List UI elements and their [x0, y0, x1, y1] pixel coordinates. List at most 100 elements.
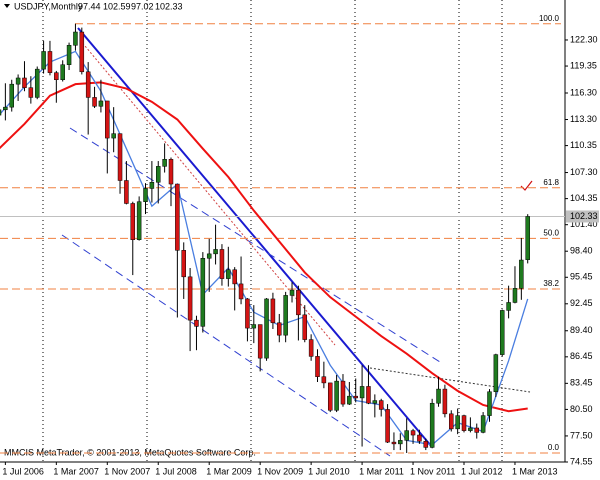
y-tick-label: 116.30: [570, 87, 597, 97]
candle-body: [34, 68, 40, 98]
x-tick-label: 1 Jul 2010: [308, 466, 350, 476]
candle-body: [487, 391, 492, 416]
menu-icon[interactable]: [4, 4, 10, 8]
x-tick-label: 1 Nov 2007: [104, 466, 150, 476]
candle-body: [327, 382, 333, 411]
candle-body: [194, 319, 199, 327]
x-tick-label: 1 Mar 2011: [359, 466, 404, 476]
candle-body: [340, 380, 346, 405]
price-box: [566, 210, 599, 223]
candle-body: [289, 289, 295, 296]
candle-body: [455, 415, 460, 430]
candle-body: [315, 356, 320, 377]
candle-body: [232, 269, 237, 285]
y-tick-label: 98.40: [570, 246, 593, 256]
candle-body: [493, 354, 499, 392]
channel-line: [69, 127, 441, 363]
candle-body: [525, 216, 530, 260]
candle-body: [372, 400, 378, 404]
fib-label: 0.0: [548, 443, 560, 452]
candle-body: [366, 386, 371, 404]
candle-body: [321, 376, 327, 384]
x-tick-label: 1 Jul 2008: [155, 466, 197, 476]
y-tick-label: 95.45: [570, 272, 593, 282]
candle-body: [175, 183, 180, 251]
candle-body: [468, 427, 473, 431]
candle-body: [410, 430, 416, 436]
y-tick-label: 92.45: [570, 298, 593, 308]
candle-body: [200, 258, 206, 327]
fib-label: 100.0: [539, 14, 560, 23]
candle-body: [219, 249, 225, 279]
candle-body: [130, 203, 136, 240]
candle-body: [449, 413, 454, 430]
candle-body: [245, 298, 250, 329]
candle-body: [168, 159, 174, 185]
candle-body: [480, 415, 486, 433]
symbol: USDJPY,Monthly: [14, 1, 83, 11]
y-tick-label: 89.40: [570, 325, 593, 335]
drawings: [42, 0, 533, 462]
fib-label: 61.8: [543, 178, 559, 187]
fib-label: 38.2: [543, 279, 559, 288]
candle-body: [283, 295, 288, 336]
candle-body: [149, 182, 155, 189]
price-label: 102.33: [570, 211, 598, 221]
candle-body: [277, 322, 282, 336]
ohlc-close: 102.33: [155, 1, 183, 11]
ohlc-low: 97.02: [131, 1, 154, 11]
candle-body: [238, 283, 244, 300]
candle-body: [512, 288, 518, 303]
candle-body: [506, 302, 511, 311]
candle-body: [156, 166, 161, 183]
candle-body: [79, 31, 85, 73]
y-tick-label: 77.50: [570, 430, 593, 440]
candle-body: [136, 201, 142, 240]
x-tick-label: 1 Nov 2011: [410, 466, 455, 476]
candle-body: [111, 133, 116, 139]
y-tick-label: 122.30: [570, 34, 598, 44]
candle-body: [41, 51, 46, 70]
candle-body: [251, 324, 257, 329]
fib-label: 50.0: [543, 228, 559, 237]
candle-body: [117, 133, 123, 181]
candle-body: [404, 430, 409, 441]
y-tick-label: 110.35: [570, 140, 597, 150]
x-tick-label: 1 Mar 2009: [206, 466, 252, 476]
candle-body: [124, 180, 129, 204]
candle-body: [105, 100, 110, 139]
trend-line: [77, 27, 433, 448]
y-tick-label: 101.40: [570, 219, 598, 229]
y-tick-label: 86.45: [570, 351, 593, 361]
candle-body: [519, 259, 524, 289]
candle-body: [66, 45, 72, 65]
candle-body: [85, 71, 91, 98]
candle-body: [385, 409, 390, 443]
y-tick-label: 80.50: [570, 404, 593, 414]
candle-body: [22, 77, 27, 88]
candle-body: [9, 83, 14, 108]
candle-body: [143, 188, 148, 202]
candle-body: [98, 100, 104, 107]
candle-body: [423, 440, 429, 448]
x-tick-label: 1 Mar 2007: [53, 466, 99, 476]
trend-line: [369, 367, 531, 393]
candle-body: [391, 441, 397, 445]
candle-body: [378, 400, 384, 410]
candle-body: [226, 269, 231, 279]
y-tick-label: 74.55: [570, 456, 593, 466]
footer: MMCIS MetaTrader, © 2001-2013, MetaQuote…: [4, 447, 256, 457]
candle-body: [213, 249, 218, 255]
x-tick-label: 1 Nov 2009: [257, 466, 303, 476]
candle-body: [0, 109, 2, 116]
candle-body: [347, 395, 352, 405]
x-tick-label: 1 Jul 2006: [2, 466, 44, 476]
ohlc-high: 102.59: [103, 1, 131, 11]
candle-body: [302, 314, 308, 340]
x-tick-label: 1 Jul 2012: [461, 466, 503, 476]
candle-body: [264, 298, 269, 359]
candle-body: [15, 77, 21, 85]
y-tick-label: 119.35: [570, 60, 597, 70]
